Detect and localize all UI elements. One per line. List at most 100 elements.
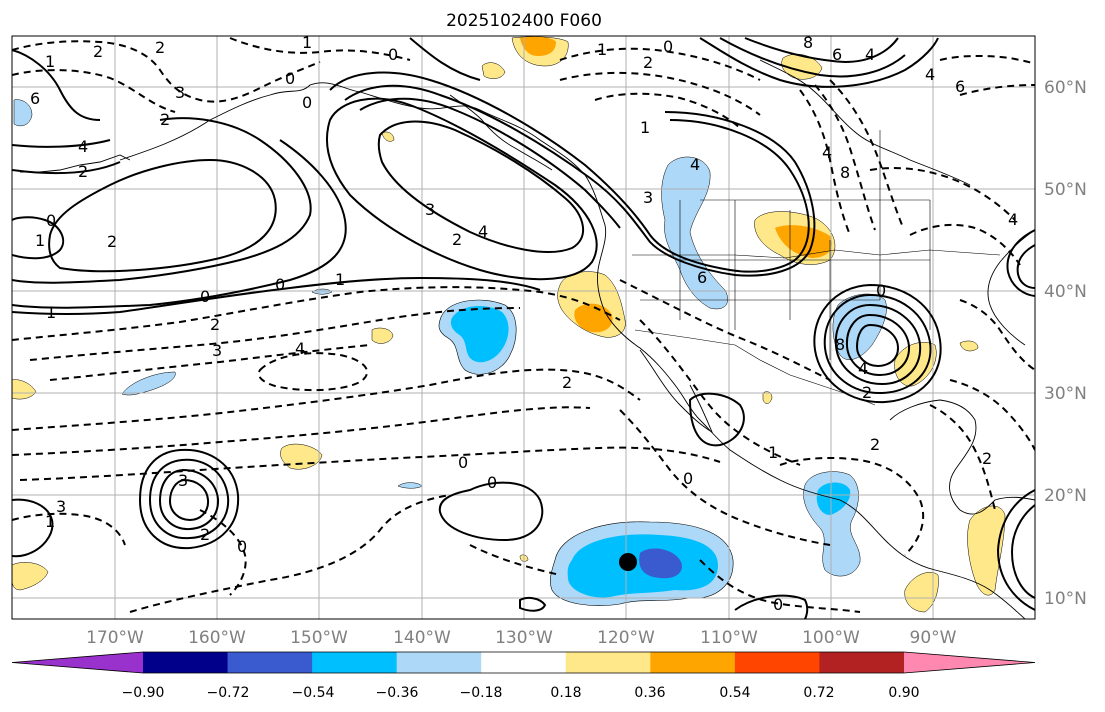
- contour-dash-19: [959, 84, 1035, 96]
- contour-label: 2: [93, 42, 103, 61]
- contour-label: 2: [870, 435, 880, 454]
- contour-label: 4: [478, 222, 488, 241]
- contour-ridge-2: [344, 84, 816, 277]
- contour-label: 1: [768, 443, 778, 462]
- contour-label: 1: [640, 118, 650, 137]
- colorbar-segment: [312, 652, 398, 673]
- contour-label: 3: [643, 188, 653, 207]
- colorbar-tick-label: 0.18: [550, 685, 581, 701]
- contour-dash-27: [949, 379, 1035, 451]
- contour-dash-30: [199, 509, 247, 596]
- lon-label-170w: 170°W: [86, 628, 144, 648]
- contour-dash-14: [594, 92, 741, 129]
- contour-label: 2: [160, 110, 170, 129]
- contour-label: 6: [955, 77, 965, 96]
- shade-light-blue-w: [121, 371, 176, 396]
- contour-ridge-4: [377, 120, 585, 254]
- colorbar-tick-label: 0.54: [719, 685, 750, 701]
- contour-label: 6: [697, 268, 707, 287]
- contour-label: 1: [45, 52, 55, 71]
- shade-blue-mid: [450, 306, 509, 363]
- lat-label-10n: 10°N: [1044, 589, 1087, 609]
- lat-label-20n: 20°N: [1044, 486, 1087, 506]
- contour-dash-12: [559, 47, 761, 81]
- contour-west-6: [12, 139, 111, 148]
- map-panel: 1 6 4 2 0 1 2 1 0 2 3 4 0 1 2 2 3 2 1 0 …: [12, 33, 1035, 619]
- contour-label: 2: [107, 232, 117, 251]
- colorbar-extend-high: [904, 652, 1035, 673]
- contour-label: 0: [237, 537, 247, 556]
- contour-south-small1: [519, 596, 547, 612]
- colorbar-segment: [565, 652, 651, 673]
- lat-labels: 60°N 50°N 40°N 30°N 20°N 10°N: [1044, 78, 1087, 609]
- colorbar-tick-label: −0.72: [207, 685, 250, 701]
- colorbar-tick-label: −0.36: [376, 685, 419, 701]
- contour-label: 1: [335, 270, 345, 289]
- colorbar-segment: [481, 652, 567, 673]
- contour-dash-13: [559, 71, 761, 116]
- contour-dash-8: [129, 494, 451, 613]
- contour-label: 3: [175, 83, 185, 102]
- contour-dash-25: [779, 456, 925, 556]
- contour-label: 0: [285, 69, 295, 88]
- contour-mexico: [688, 392, 745, 447]
- contour-label: 0: [200, 287, 210, 306]
- contour-label: 4: [822, 143, 832, 162]
- shade-yellow-mid2: [371, 327, 394, 344]
- shade-orange-north: [520, 36, 556, 56]
- lat-label-30n: 30°N: [1044, 384, 1087, 404]
- contour-label: 1: [35, 231, 45, 250]
- contour-dash-26: [929, 404, 996, 511]
- contour-label: 3: [178, 471, 188, 490]
- contour-dash-28: [699, 559, 861, 613]
- contour-dash-32: [959, 299, 1035, 371]
- shade-yellow-central-am: [967, 505, 1006, 596]
- contour-label: 2: [562, 373, 572, 392]
- contour-label: 0: [487, 473, 497, 492]
- shade-orange-rockies: [775, 225, 832, 258]
- shade-yellow-n2: [381, 131, 395, 142]
- shade-yellow-tx: [762, 391, 773, 404]
- contour-label: 4: [858, 359, 868, 378]
- colorbar-tick-label: −0.18: [460, 685, 503, 701]
- contour-label: 2: [982, 449, 992, 468]
- contour-dash-17: [829, 79, 903, 226]
- colorbar-segment: [650, 652, 736, 673]
- contour-dash-6: [12, 406, 591, 456]
- contour-zero-south: [734, 594, 809, 619]
- contour-label: 0: [663, 37, 673, 56]
- contour-dash-9: [12, 40, 321, 103]
- lon-label-150w: 150°W: [290, 628, 348, 648]
- contour-west-2: [12, 139, 347, 309]
- contour-label: 4: [690, 155, 700, 174]
- contour-dash-4: [257, 352, 368, 392]
- contour-label: 0: [388, 45, 398, 64]
- contour-label: 2: [200, 525, 210, 544]
- contour-dash-31: [12, 512, 126, 546]
- contour-high-sw-4: [168, 478, 210, 522]
- contour-high-sw-1: [138, 448, 240, 550]
- shade-yellow-left1: [12, 379, 37, 400]
- contour-label: 1: [45, 512, 55, 531]
- contour-ridge-1: [329, 71, 810, 273]
- contour-label: 1: [597, 40, 607, 59]
- contour-label: 8: [803, 33, 813, 52]
- contour-label: 4: [1008, 210, 1018, 229]
- contour-east-2: [1010, 504, 1035, 599]
- colorbar-tick-label: 0.90: [888, 685, 919, 701]
- shade-yellow-n1: [481, 62, 506, 79]
- contour-label: 2: [210, 315, 220, 334]
- colorbar-labels: −0.90 −0.72 −0.54 −0.36 −0.18 0.18 0.36 …: [122, 685, 920, 701]
- contour-dash-18: [939, 54, 1035, 65]
- contour-low-center-2: [823, 293, 932, 395]
- shade-orange-ca: [574, 303, 613, 333]
- contour-west-5: [12, 49, 101, 121]
- contour-label: 0: [275, 275, 285, 294]
- contour-label: 0: [302, 93, 312, 112]
- contour-label: 0: [683, 469, 693, 488]
- shade-yellow-left2: [12, 562, 49, 591]
- shade-dark-blue-south: [639, 548, 682, 579]
- lon-labels: 170°W 160°W 150°W 140°W 130°W 120°W 110°…: [86, 628, 957, 648]
- contour-north-3: [719, 37, 906, 78]
- shaded-regions: [12, 36, 1006, 613]
